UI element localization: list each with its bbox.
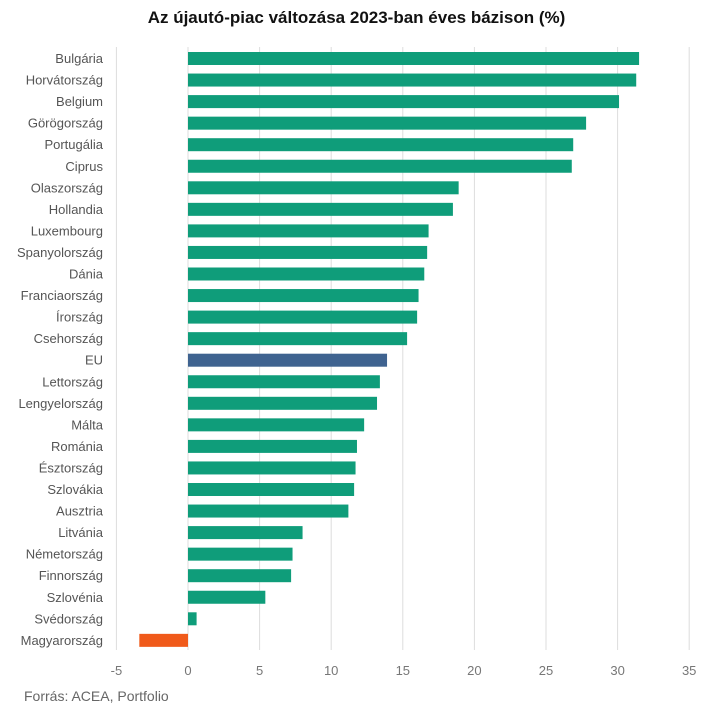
category-labels: Bulgária Horvátország Belgium Görögország Po…	[17, 51, 104, 648]
category-label: Ausztria	[56, 504, 104, 519]
category-label: Olaszország	[31, 180, 103, 195]
category-label: Hollandia	[49, 202, 104, 217]
x-axis-ticks: -5 0 5 10 15 20 25 30 35	[111, 663, 697, 678]
category-label: Szlovénia	[47, 590, 104, 605]
category-label: Szlovákia	[47, 482, 103, 497]
bar	[188, 332, 408, 346]
bar	[188, 439, 357, 453]
category-label: Spanyolország	[17, 245, 103, 260]
chart-title: Az újautó-piac változása 2023-ban éves b…	[147, 8, 566, 27]
bars	[139, 52, 640, 647]
category-label: Görögország	[28, 116, 103, 131]
bar	[188, 504, 349, 518]
category-label: Csehország	[34, 331, 103, 346]
bar	[188, 375, 380, 389]
category-label: Észtország	[39, 460, 103, 475]
bar	[188, 569, 292, 583]
x-tick-label: 15	[396, 663, 410, 678]
bar	[188, 526, 303, 540]
category-label: Ciprus	[65, 159, 103, 174]
category-label: Magyarország	[21, 633, 103, 648]
category-label: Lengyelország	[18, 396, 103, 411]
bar	[188, 353, 388, 367]
bar	[188, 289, 419, 303]
bar	[188, 396, 378, 410]
x-tick-label: 35	[682, 663, 696, 678]
bar	[188, 52, 640, 65]
bar	[188, 95, 620, 109]
category-label: Svédország	[34, 611, 103, 626]
category-label: Németország	[26, 547, 103, 562]
category-label: Románia	[51, 439, 104, 454]
category-label: Dánia	[69, 267, 104, 282]
x-tick-label: 5	[256, 663, 263, 678]
category-label: Lettország	[42, 374, 103, 389]
x-tick-label: 10	[324, 663, 338, 678]
source-note: Forrás: ACEA, Portfolio	[24, 688, 169, 704]
bar	[188, 310, 418, 324]
bar	[188, 73, 637, 87]
category-label: EU	[85, 353, 103, 368]
bar	[188, 547, 293, 561]
bar	[139, 633, 188, 647]
bar	[188, 181, 459, 195]
bar	[188, 590, 266, 604]
bar	[188, 138, 574, 152]
category-label: Litvánia	[58, 525, 104, 540]
bar	[188, 612, 197, 626]
category-label: Belgium	[56, 94, 103, 109]
bar	[188, 483, 355, 496]
bar	[188, 159, 572, 173]
x-tick-label: 25	[539, 663, 553, 678]
bar	[188, 245, 428, 259]
bar	[188, 267, 425, 281]
x-tick-label: 30	[610, 663, 624, 678]
category-label: Bulgária	[55, 51, 103, 66]
x-tick-label: 20	[467, 663, 481, 678]
category-label: Finnország	[39, 568, 103, 583]
category-label: Írország	[56, 310, 103, 325]
category-label: Portugália	[44, 137, 103, 152]
bar	[188, 224, 429, 238]
category-label: Franciaország	[21, 288, 103, 303]
bar	[188, 418, 365, 432]
bar	[188, 461, 356, 475]
bar	[188, 116, 587, 130]
x-tick-label: 0	[184, 663, 191, 678]
category-label: Horvátország	[26, 73, 103, 88]
category-label: Luxembourg	[31, 223, 103, 238]
bar	[188, 202, 453, 216]
x-tick-label: -5	[111, 663, 123, 678]
category-label: Málta	[71, 417, 104, 432]
